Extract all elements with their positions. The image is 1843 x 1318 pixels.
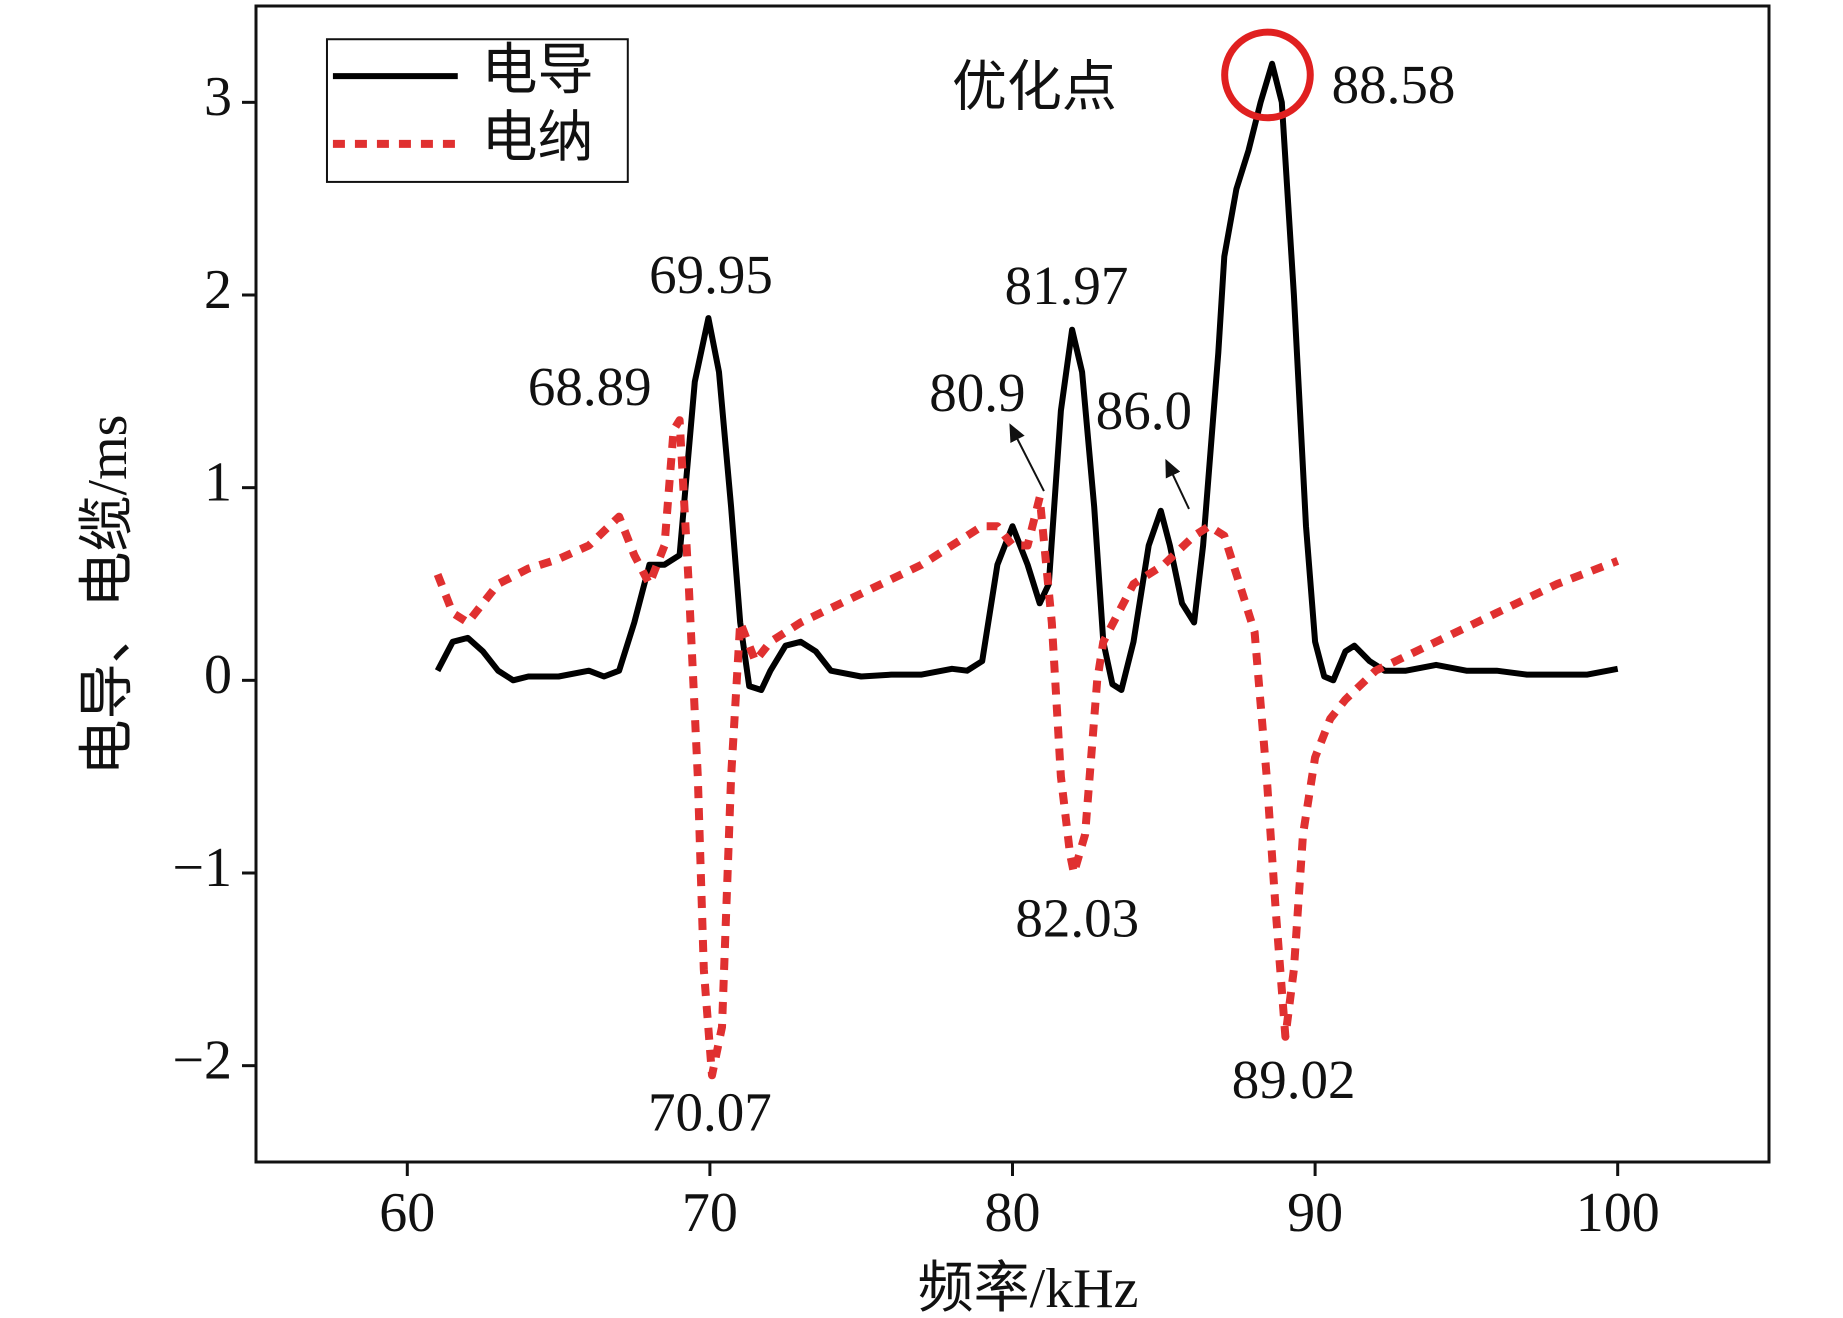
x-tick-label: 90 [1287,1182,1343,1244]
y-tick-label: 2 [204,259,232,321]
annotation: 80.9 [929,362,1025,423]
legend-label: 电导 [482,40,594,102]
annotation: 优化点 [952,56,1117,117]
legend-box [325,38,629,183]
annotation: 82.03 [1015,887,1139,948]
x-tick-label: 70 [682,1182,738,1244]
x-tick-label: 80 [985,1182,1041,1244]
y-tick-label: 0 [204,644,232,706]
highlight-circle [1221,28,1314,122]
annotation: 88.58 [1332,54,1456,115]
annotation-arrow [1165,458,1190,510]
series-line [433,416,1620,1080]
annotation: 69.95 [649,244,773,305]
y-tick-label: −1 [172,837,232,899]
x-tick-label: 100 [1576,1182,1660,1244]
annotation: 68.89 [528,356,652,417]
annotation: 89.02 [1232,1049,1356,1110]
x-tick-label: 60 [379,1182,435,1244]
annotation: 86.0 [1096,380,1192,441]
y-tick-label: 3 [204,66,232,128]
x-axis-label: 频率/kHz [918,1258,1139,1318]
y-tick-label: 1 [204,452,232,514]
y-axis-label: 电导、电缆/ms [77,415,139,776]
series-line [434,60,1619,693]
annotation-arrow [1009,423,1045,492]
annotation: 70.07 [648,1081,772,1142]
legend-label: 电纳 [482,108,594,170]
y-tick-label: −2 [172,1030,232,1092]
annotation: 81.97 [1005,255,1129,316]
